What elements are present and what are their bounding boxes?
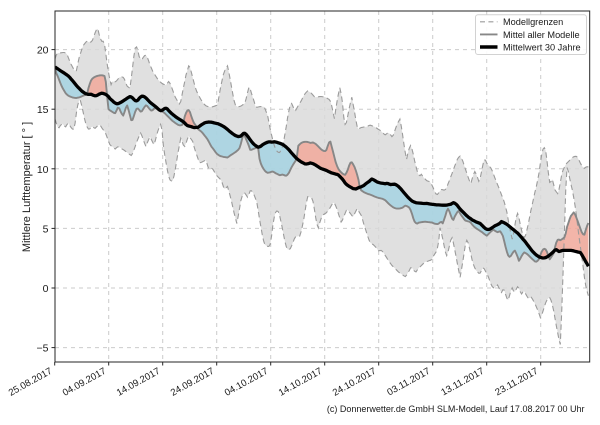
svg-text:Mittlere Lufttemperatur [ ° ]: Mittlere Lufttemperatur [ ° ] [21,122,33,252]
svg-text:Mittelwert 30 Jahre: Mittelwert 30 Jahre [503,42,581,52]
svg-text:5: 5 [43,223,49,235]
svg-text:15: 15 [37,104,49,116]
svg-text:(c) Donnerwetter.de GmbH SLM-M: (c) Donnerwetter.de GmbH SLM-Modell, Lau… [327,404,585,414]
svg-text:−5: −5 [37,343,49,355]
svg-text:0: 0 [43,283,49,295]
svg-text:10: 10 [37,164,49,176]
svg-text:20: 20 [37,45,49,57]
svg-text:Modellgrenzen: Modellgrenzen [503,17,563,27]
svg-text:Mittel aller Modelle: Mittel aller Modelle [503,30,580,40]
